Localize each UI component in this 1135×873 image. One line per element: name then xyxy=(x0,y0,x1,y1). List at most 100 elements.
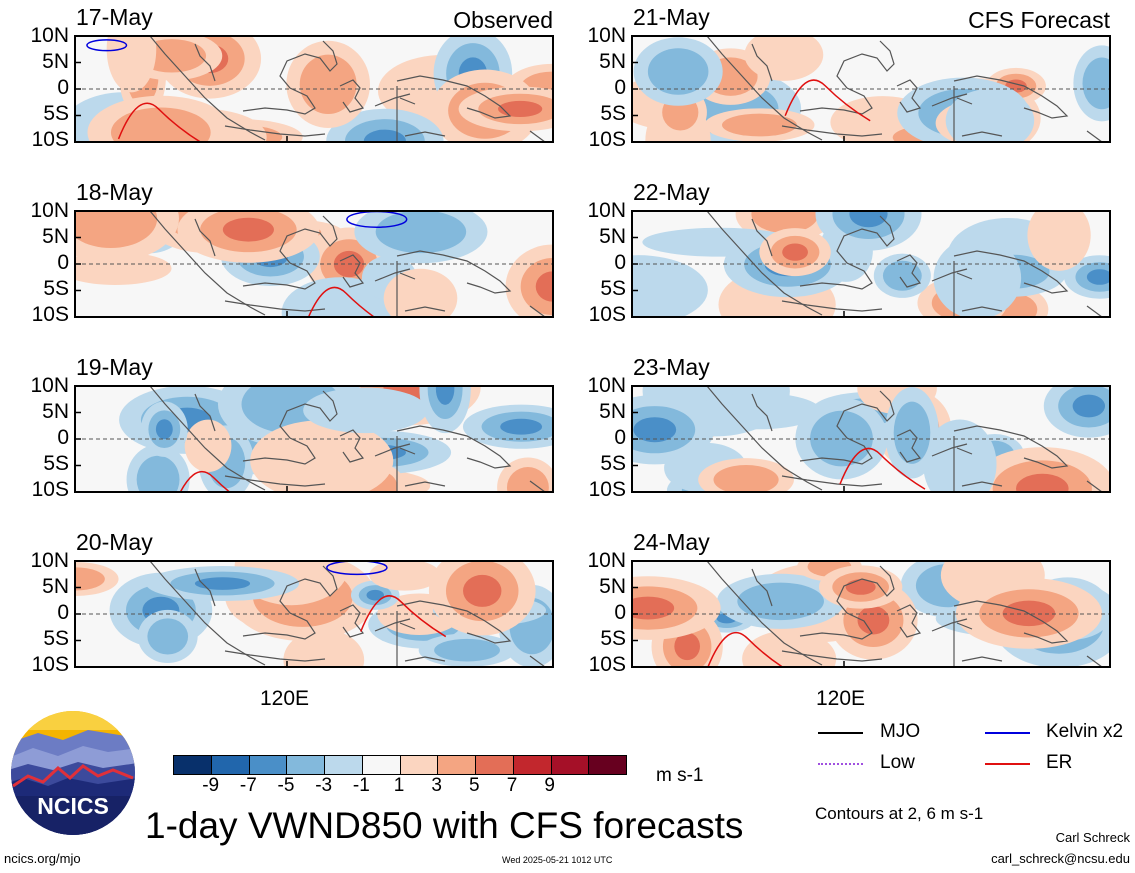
wind-anomaly xyxy=(737,582,824,621)
coastline xyxy=(931,443,968,457)
coastline xyxy=(896,604,922,638)
coastline xyxy=(961,481,1003,487)
coastline xyxy=(751,393,773,432)
coastline xyxy=(956,622,973,630)
wind-anomaly xyxy=(155,419,173,440)
lat-label: 0 xyxy=(614,426,626,449)
coastline xyxy=(242,390,338,465)
lat-label: 10N xyxy=(587,199,626,222)
coastline xyxy=(751,568,773,607)
map-panel-24-May xyxy=(631,560,1111,668)
lat-label: 5S xyxy=(600,102,626,125)
er-wave-contour xyxy=(307,286,376,317)
coastline xyxy=(751,218,773,257)
figure-title: 1-day VWND850 with CFS forecasts xyxy=(145,805,744,846)
coastline xyxy=(781,475,883,487)
colorbar-tick-label: 9 xyxy=(544,775,555,796)
colorbar-tick-label: -7 xyxy=(239,775,257,796)
coastline xyxy=(339,604,365,638)
wind-anomaly xyxy=(632,255,708,317)
colorbar-tick-label: 1 xyxy=(393,775,405,796)
coastline xyxy=(799,40,895,115)
lat-label: 10S xyxy=(31,653,69,676)
coastline xyxy=(1086,305,1103,317)
coastline xyxy=(961,306,1003,312)
coastline xyxy=(961,131,1003,137)
wind-anomaly xyxy=(75,251,172,285)
lat-label: 5N xyxy=(599,50,626,73)
coastline xyxy=(706,561,823,666)
wind-anomaly xyxy=(933,237,1022,317)
panel-header: CFS Forecast xyxy=(968,7,1110,33)
wind-anomaly xyxy=(506,467,549,492)
colorbar-tick-label: -5 xyxy=(277,775,295,796)
coastline xyxy=(1086,130,1103,142)
coastline xyxy=(799,565,895,640)
wind-anomaly xyxy=(845,579,876,595)
coastline xyxy=(224,475,326,487)
lat-label: 5N xyxy=(599,225,626,248)
coastline xyxy=(953,600,1069,644)
coastline xyxy=(953,250,1069,294)
coastline xyxy=(781,650,883,662)
colorbar-swatch xyxy=(589,756,626,774)
colorbar-tick-label: 7 xyxy=(506,775,518,796)
coastline xyxy=(399,622,416,630)
lon-label-left: 120E xyxy=(260,687,310,710)
lat-label: 5S xyxy=(43,277,69,300)
lat-label: 10S xyxy=(31,303,69,326)
wind-anomaly xyxy=(250,420,394,492)
coastline xyxy=(956,272,973,280)
lat-label: 5S xyxy=(600,452,626,475)
legend-label-kelvin: Kelvin x2 xyxy=(1046,721,1124,742)
coastline xyxy=(224,650,326,662)
coastline xyxy=(149,561,266,666)
coastline xyxy=(404,306,446,312)
coastline xyxy=(194,393,216,432)
colorbar-swatch xyxy=(438,756,476,774)
coastline xyxy=(1086,655,1103,667)
coastline xyxy=(149,386,266,491)
lat-label: 10N xyxy=(587,549,626,572)
lat-label: 10N xyxy=(30,549,69,572)
contours-note: Contours at 2, 6 m s-1 xyxy=(815,804,984,823)
lat-label: 0 xyxy=(57,251,69,274)
lat-label: 10S xyxy=(588,653,626,676)
map-panel-21-May xyxy=(631,35,1111,143)
panel-date-label: 23-May xyxy=(633,354,710,380)
coastline xyxy=(242,215,338,290)
wind-anomaly xyxy=(1072,394,1106,418)
coastline xyxy=(149,211,266,316)
coastline xyxy=(781,125,883,137)
wind-anomaly xyxy=(375,211,467,254)
lon-label-right: 120E xyxy=(816,687,866,710)
coastline xyxy=(194,218,216,257)
legend-line-low xyxy=(818,763,863,765)
kelvin-wave-contour xyxy=(86,39,128,52)
lat-label: 10S xyxy=(31,128,69,151)
lat-label: 5S xyxy=(43,452,69,475)
er-wave-contour xyxy=(117,102,202,142)
coastline xyxy=(224,125,326,137)
coastline xyxy=(961,656,1003,662)
coastline xyxy=(374,443,411,457)
colorbar xyxy=(173,755,627,775)
wind-anomaly xyxy=(194,577,251,590)
lat-label: 0 xyxy=(57,76,69,99)
coastline xyxy=(799,390,895,465)
coastline xyxy=(799,215,895,290)
wind-anomaly xyxy=(782,243,808,261)
coastline xyxy=(896,429,922,463)
lat-label: 5N xyxy=(42,400,69,423)
lat-label: 10S xyxy=(588,128,626,151)
panel-date-label: 19-May xyxy=(76,354,153,380)
lat-label: 10S xyxy=(31,478,69,501)
lat-label: 5N xyxy=(599,400,626,423)
coastline xyxy=(751,43,773,82)
colorbar-tick-label: 3 xyxy=(431,775,442,796)
legend-label-mjo: MJO xyxy=(880,721,921,742)
coastline xyxy=(956,447,973,455)
colorbar-tick-label: -3 xyxy=(315,775,333,796)
map-panel-18-May xyxy=(74,210,554,318)
panel-date-label: 20-May xyxy=(76,529,153,555)
